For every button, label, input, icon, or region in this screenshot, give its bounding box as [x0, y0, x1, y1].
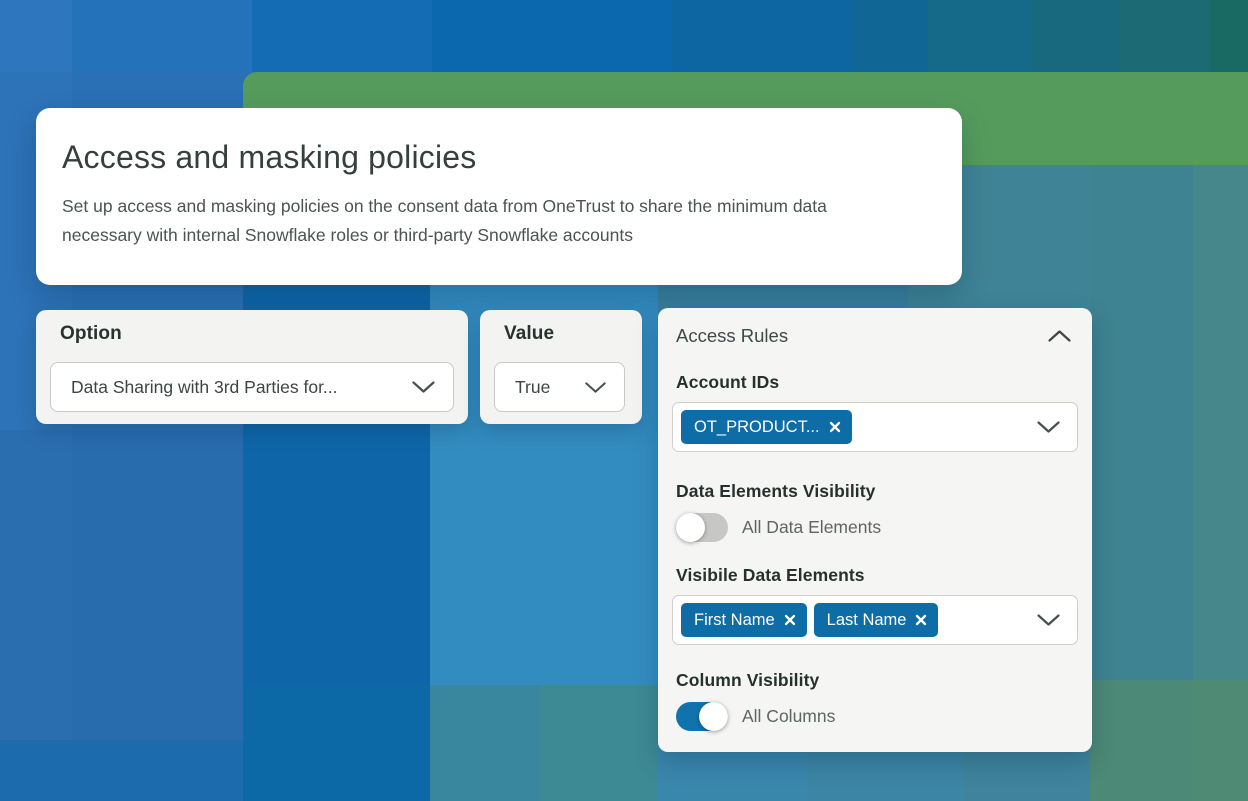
background-tile [1193, 680, 1248, 801]
data-elements-toggle-row: All Data Elements [676, 513, 1074, 542]
remove-chip-icon[interactable] [784, 614, 796, 626]
chevron-down-icon [1037, 421, 1060, 433]
access-rules-panel: Access Rules Account IDs OT_PRODUCT... D… [658, 308, 1092, 752]
background-tile [928, 0, 1032, 72]
access-rules-title: Access Rules [676, 325, 789, 346]
toggle-knob [699, 702, 728, 731]
option-select[interactable]: Data Sharing with 3rd Parties for... [50, 362, 454, 412]
background-tile [1120, 0, 1210, 72]
toggle-knob [676, 513, 705, 542]
background-tile [0, 740, 243, 801]
chip-label: OT_PRODUCT... [694, 417, 820, 436]
value-label: Value [504, 323, 555, 344]
chip-label: Last Name [826, 610, 907, 629]
value-select[interactable]: True [494, 362, 625, 412]
background-tile [243, 685, 430, 801]
chip-account-id[interactable]: OT_PRODUCT... [681, 410, 852, 444]
value-select-value: True [515, 376, 551, 397]
remove-chip-icon[interactable] [829, 421, 841, 433]
account-ids-label: Account IDs [676, 372, 780, 392]
chevron-down-icon [1037, 614, 1060, 626]
page-title: Access and masking policies [62, 139, 477, 175]
background-tile [72, 0, 252, 72]
background-tile [852, 0, 928, 72]
background-tile [540, 685, 658, 801]
background-tile [72, 430, 243, 740]
background-tile [1032, 0, 1120, 72]
chevron-down-icon [585, 381, 606, 393]
all-columns-toggle-label: All Columns [742, 706, 836, 726]
access-rules-header: Access Rules [676, 325, 1074, 347]
option-select-value: Data Sharing with 3rd Parties for... [71, 376, 338, 397]
background-tile [1210, 0, 1248, 72]
chip-first-name[interactable]: First Name [681, 603, 807, 637]
all-data-elements-toggle-label: All Data Elements [742, 517, 882, 537]
remove-chip-icon[interactable] [915, 614, 927, 626]
visible-data-elements-label: Visibile Data Elements [676, 565, 865, 585]
background-tile [1193, 165, 1248, 680]
value-panel: Value True [480, 310, 642, 424]
background-tile [430, 685, 540, 801]
background-tile [252, 0, 432, 72]
background-tile [1090, 165, 1193, 680]
chevron-down-icon [412, 381, 435, 393]
page-description: Set up access and masking policies on th… [62, 196, 827, 245]
chevron-up-icon [1048, 330, 1071, 342]
visible-data-elements-multiselect[interactable]: First Name Last Name [672, 595, 1078, 645]
background-tile [432, 0, 672, 72]
hero-card: Access and masking policies Set up acces… [36, 108, 962, 285]
option-panel: Option Data Sharing with 3rd Parties for… [36, 310, 468, 424]
background-tile [0, 0, 72, 72]
background-tile [0, 430, 72, 740]
chip-last-name[interactable]: Last Name [813, 603, 939, 637]
data-elements-visibility-label: Data Elements Visibility [676, 481, 876, 501]
collapse-section-button[interactable] [1045, 327, 1074, 345]
all-columns-toggle[interactable] [676, 702, 728, 731]
background-tile [1090, 680, 1193, 801]
option-label: Option [60, 323, 122, 344]
column-visibility-label: Column Visibility [676, 670, 820, 690]
account-ids-multiselect[interactable]: OT_PRODUCT... [672, 402, 1078, 452]
background-tile [672, 0, 852, 72]
all-data-elements-toggle[interactable] [676, 513, 728, 542]
column-visibility-toggle-row: All Columns [676, 702, 1074, 731]
chip-label: First Name [694, 610, 775, 629]
